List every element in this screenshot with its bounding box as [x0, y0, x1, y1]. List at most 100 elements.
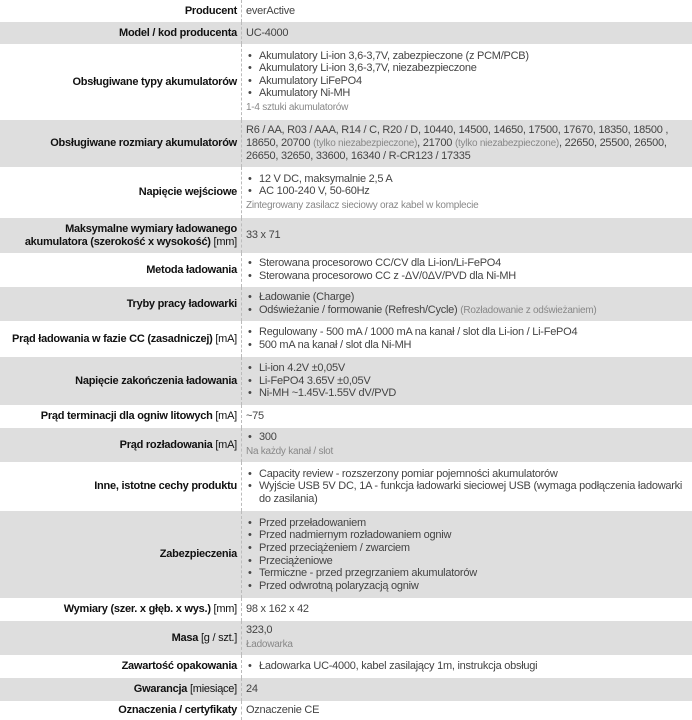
value-text: R6 / AA, R03 / AAA, R14 / C, R20 / D, 10… [246, 124, 669, 149]
value-text: , 21700 [417, 136, 455, 149]
list-item: Odświeżanie / formowanie (Refresh/Cycle)… [246, 304, 690, 318]
spec-value: ~75 [242, 405, 692, 428]
value-text: Termiczne - przed przegrzaniem akumulato… [259, 567, 477, 580]
spec-value: Oznaczenie CE [242, 701, 692, 720]
label-unit: [g / szt.] [200, 631, 237, 644]
value-text: 33 x 71 [246, 229, 281, 242]
spec-value: Li-ion 4.2V ±0,05VLi-FePO4 3.65V ±0,05VN… [241, 357, 692, 405]
label-text: Maksymalne wymiary ładowanego akumulator… [24, 222, 237, 248]
list-item: Przed nadmiernym rozładowaniem ogniw [246, 529, 690, 542]
value-text: Akumulatory LiFePO4 [259, 74, 362, 87]
spec-value: Ładowarka UC-4000, kabel zasilający 1m, … [242, 655, 692, 678]
spec-row: Model / kod producenta UC-4000 [0, 22, 692, 44]
value-text: Ni-MH ~1.45V-1.55V dV/PVD [259, 387, 397, 400]
value-text: Ładowarka UC-4000, kabel zasilający 1m, … [259, 660, 538, 673]
spec-label: Obsługiwane typy akumulatorów [0, 44, 242, 120]
list-item: 500 mA na kanał / slot dla Ni-MH [246, 339, 690, 352]
label-unit: [mA] [215, 410, 237, 423]
value-footnote: Na każdy kanał / slot [246, 446, 334, 457]
value-text: 323,0 [246, 624, 273, 637]
list-item: Akumulatory Ni-MH [246, 87, 690, 100]
spec-value: UC-4000 [241, 22, 692, 44]
value-line: UC-4000 [246, 27, 690, 40]
value-line: R6 / AA, R03 / AAA, R14 / C, R20 / D, 10… [246, 124, 690, 163]
spec-row: Tryby pracy ładowarki Ładowanie (Charge)O… [0, 287, 692, 321]
list-item: 12 V DC, maksymalnie 2,5 A [246, 173, 690, 186]
list-item: AC 100-240 V, 50-60Hz [246, 185, 690, 198]
label-unit: [mm] [213, 235, 238, 248]
value-text: Sterowana procesorowo CC/CV dla Li-ion/L… [259, 257, 501, 270]
value-text: Wyjście USB 5V DC, 1A - funkcja ładowark… [259, 480, 683, 505]
value-text: , 22650, 25500, 26500, 26650, 32650, 336… [246, 136, 667, 163]
value-list: 12 V DC, maksymalnie 2,5 AAC 100-240 V, … [246, 173, 690, 198]
spec-label: Wymiary (szer. x głęb. x wys.) [mm] [0, 598, 242, 621]
spec-value: Przed przeładowaniemPrzed nadmiernym roz… [241, 511, 692, 598]
label-text: Prąd terminacji dla ogniw litowych [40, 410, 213, 423]
spec-label: Producent [0, 0, 242, 22]
value-line: 24 [246, 683, 690, 696]
list-item: Przeciążeniowe [246, 555, 690, 568]
spec-row: Obsługiwane rozmiary akumulatorów R6 / AA… [0, 120, 692, 167]
value-line: 33 x 71 [246, 229, 690, 242]
list-item: Sterowana procesorowo CC/CV dla Li-ion/L… [246, 257, 690, 270]
value-footnote: Zintegrowany zasilacz sieciowy oraz kabe… [246, 199, 479, 211]
label-text: Inne, istotne cechy produktu [94, 480, 237, 493]
spec-value: 33 x 71 [241, 218, 692, 253]
label-text: Gwarancja [133, 683, 188, 696]
label-text: Masa [171, 631, 199, 644]
spec-label: Zawartość opakowania [0, 655, 242, 678]
spec-value: everActive [242, 0, 692, 22]
label-text: Producent [184, 4, 237, 17]
value-list: Ładowanie (Charge)Odświeżanie / formowan… [246, 291, 690, 317]
value-text: ~75 [246, 410, 264, 423]
value-footnote: Ładowarka [246, 639, 293, 650]
list-item: Akumulatory LiFePO4 [246, 75, 690, 88]
value-text: 300 [259, 431, 277, 444]
spec-label: Maksymalne wymiary ładowanego akumulator… [0, 218, 242, 253]
list-item: Sterowana procesorowo CC z -ΔV/0ΔV/PVD d… [246, 270, 690, 283]
value-text: Akumulatory Ni-MH [259, 87, 351, 100]
value-text: Regulowany - 500 mA / 1000 mA na kanał /… [259, 326, 578, 339]
spec-label: Gwarancja [miesiące] [0, 678, 242, 701]
label-text: Obsługiwane rozmiary akumulatorów [50, 137, 237, 150]
value-text: 12 V DC, maksymalnie 2,5 A [259, 172, 393, 185]
value-list: 300 [246, 431, 690, 444]
value-line: Oznaczenie CE [246, 704, 690, 717]
label-text: Napięcie zakończenia ładowania [75, 374, 237, 387]
value-note: (tylko niezabezpieczone) [313, 137, 418, 149]
list-item: Termiczne - przed przegrzaniem akumulato… [246, 567, 690, 580]
value-text: Akumulatory Li-ion 3,6-3,7V, niezabezpie… [259, 62, 477, 75]
label-text: Metoda ładowania [146, 263, 237, 276]
value-text: Li-ion 4.2V ±0,05V [259, 362, 345, 375]
list-item: Ładowanie (Charge) [246, 291, 690, 304]
value-text: Sterowana procesorowo CC z -ΔV/0ΔV/PVD d… [259, 270, 517, 282]
spec-label: Napięcie wejściowe [0, 167, 242, 218]
list-item: Akumulatory Li-ion 3,6-3,7V, niezabezpie… [246, 62, 690, 75]
spec-row: Napięcie wejściowe 12 V DC, maksymalnie 2… [0, 167, 692, 218]
value-footnote: 1-4 sztuki akumulatorów [246, 101, 349, 113]
list-item: Wyjście USB 5V DC, 1A - funkcja ładowark… [246, 480, 690, 505]
value-text: Akumulatory Li-ion 3,6-3,7V, zabezpieczo… [259, 49, 529, 62]
spec-row: Oznaczenia / certyfikaty Oznaczenie CE [0, 701, 692, 720]
value-list: Capacity review - rozszerzony pomiar poj… [246, 468, 690, 506]
value-note: (tylko niezabezpieczone) [454, 137, 559, 149]
spec-value: 98 x 162 x 42 [242, 598, 692, 621]
value-note: (Rozładowanie z odświeżaniem) [460, 304, 597, 316]
value-text: UC-4000 [246, 26, 289, 39]
spec-label: Model / kod producenta [0, 22, 242, 44]
value-text: AC 100-240 V, 50-60Hz [259, 185, 370, 198]
list-item: Li-FePO4 3.65V ±0,05V [246, 375, 690, 388]
spec-value: 12 V DC, maksymalnie 2,5 AAC 100-240 V, … [242, 167, 692, 218]
spec-row: ZabezpieczeniaPrzed przeładowaniemPrzed … [0, 511, 692, 598]
value-list: Sterowana procesorowo CC/CV dla Li-ion/L… [246, 257, 690, 282]
list-item: Li-ion 4.2V ±0,05V [246, 362, 690, 375]
list-item: Przed odwrotną polaryzacją ogniw [246, 580, 690, 593]
label-unit: [mA] [215, 438, 237, 451]
spec-label: Masa [g / szt.] [0, 621, 242, 655]
value-line: 98 x 162 x 42 [246, 603, 690, 616]
spec-row: Obsługiwane typy akumulatorów Akumulatory… [0, 44, 692, 120]
list-item: Akumulatory Li-ion 3,6-3,7V, zabezpieczo… [246, 50, 690, 63]
spec-row: Napięcie zakończenia ładowania Li-ion 4.2… [0, 357, 692, 405]
spec-row: Prąd rozładowania [mA] 300 Na każdy kanał … [0, 428, 692, 462]
